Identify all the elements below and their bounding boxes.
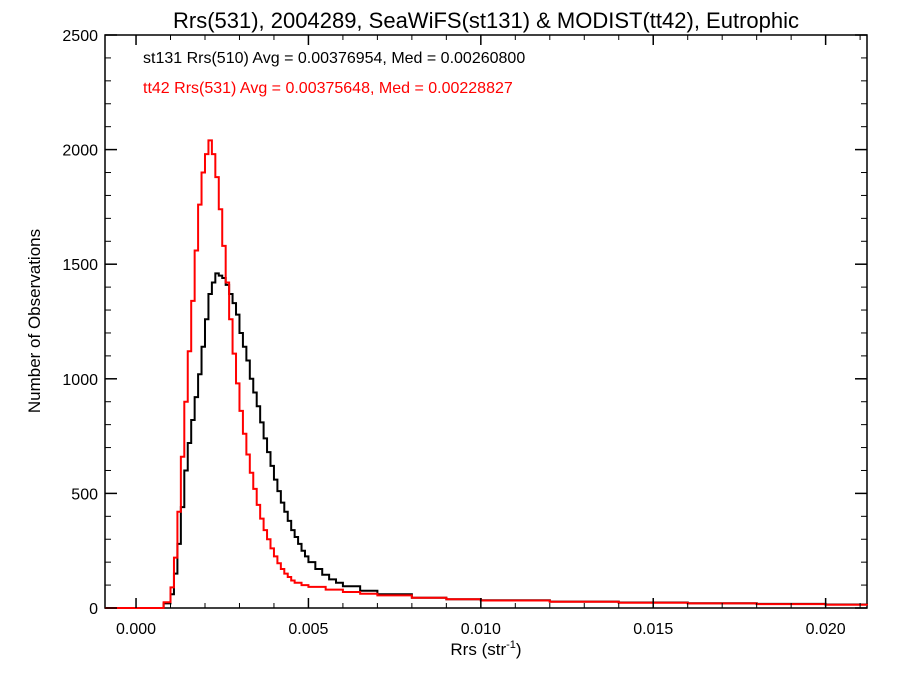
x-axis-label: Rrs (str-1) [450,639,521,659]
x-tick-label: 0.010 [461,621,501,638]
series-line-2 [105,139,868,609]
axis-ticks: 0.000 0.005 0.010 0.015 0.020 0 500 1000 1500 200… [62,28,867,638]
series-layer [105,139,868,609]
y-axis-label: Number of Observations [25,229,44,413]
x-tick-label: 0.015 [633,621,673,638]
chart-title: Rrs(531), 2004289, SeaWiFS(st131) & MODI… [173,8,799,33]
plot-frame [104,34,868,609]
x-tick-label: 0.020 [806,621,846,638]
x-tick-label: 0.005 [288,621,328,638]
y-tick-label: 500 [71,486,98,503]
x-axis-label-close: ) [516,640,522,659]
y-tick-label: 2000 [62,143,98,160]
y-tick-label: 0 [89,601,98,618]
legend: st131 Rrs(510) Avg = 0.00376954, Med = 0… [143,50,525,97]
y-tick-label: 1500 [62,257,98,274]
x-axis-label-main: Rrs (str [450,640,506,659]
series-line-1 [105,272,868,609]
x-axis-label-superscript: -1 [506,639,516,651]
y-tick-label: 2500 [62,28,98,45]
x-tick-label: 0.000 [116,621,156,638]
y-tick-label: 1000 [62,372,98,389]
legend-entry-1: st131 Rrs(510) Avg = 0.00376954, Med = 0… [143,50,525,67]
legend-entry-2: tt42 Rrs(531) Avg = 0.00375648, Med = 0.… [143,80,513,97]
